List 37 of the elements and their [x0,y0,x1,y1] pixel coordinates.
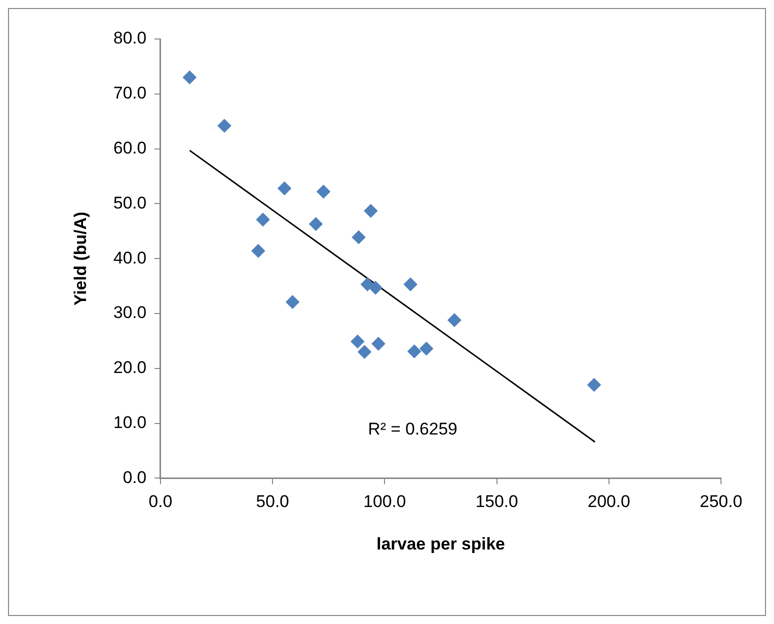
point [350,334,365,348]
point [251,244,266,258]
y-tick-label: 50.0 [113,193,146,212]
x-axis-title: larvae per spike [376,534,506,554]
point [419,342,434,356]
y-tick-label: 30.0 [113,303,146,322]
point [277,181,292,196]
y-tick-label: 80.0 [113,28,146,48]
y-axis-title: Yield (bu/A) [70,212,90,306]
point [447,313,462,328]
y-tick-label: 20.0 [113,358,146,378]
point [308,217,323,232]
y-tick-label: 60.0 [113,138,146,158]
x-tick-label: 50.0 [256,492,290,512]
point [403,277,418,292]
y-tick-label: 10.0 [113,412,146,432]
x-tick-label: 100.0 [363,492,406,512]
y-tick-label: 70.0 [113,84,146,103]
x-tick-label: 250.0 [700,492,742,512]
point [217,118,232,133]
x-tick-label: 150.0 [476,492,518,512]
point [352,230,366,244]
x-tick-label: 0.0 [148,492,172,512]
annotation: R² = 0.6259 [368,420,458,439]
point [256,212,270,227]
x-tick-label: 200.0 [588,492,630,512]
point [358,344,372,359]
y-tick-label: 40.0 [113,248,146,268]
point [316,184,330,199]
point [364,204,378,218]
point [182,70,197,84]
point [371,336,386,351]
point [286,294,300,309]
point [368,280,382,295]
point [407,344,422,358]
y-tick-label: 0.0 [122,468,146,487]
point [587,378,602,392]
